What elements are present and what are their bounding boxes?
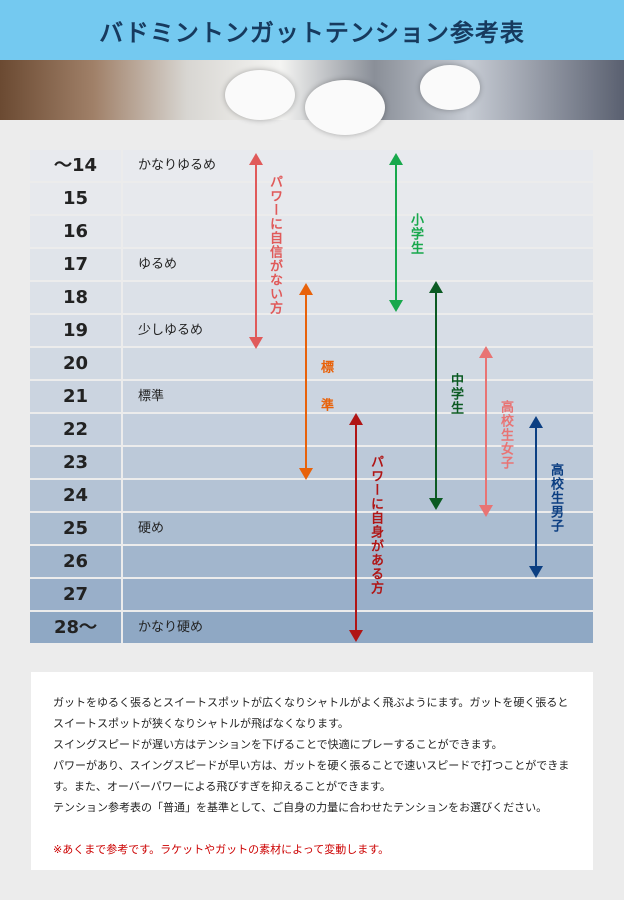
range-arrow-elementary [389, 153, 403, 312]
tension-description [123, 579, 593, 610]
table-row: 28～ かなり硬め [30, 612, 593, 643]
table-row: 19 少しゆるめ [30, 315, 593, 346]
range-arrow-hs-girls [479, 346, 493, 517]
note-paragraph: ガットをゆるく張るとスイートスポットが広くなりシャトルがよく飛ぶようにます。ガッ… [53, 696, 569, 730]
table-row: 27 [30, 579, 593, 610]
tension-description: 硬め [123, 513, 593, 544]
explanation-box: ガットをゆるく張るとスイートスポットが広くなりシャトルがよく飛ぶようにます。ガッ… [31, 672, 593, 870]
range-arrow-standard [299, 283, 313, 480]
tension-value: 18 [30, 282, 121, 313]
range-arrow-hs-boys [529, 416, 543, 578]
tension-value: 27 [30, 579, 121, 610]
note-paragraph: パワーがあり、スイングスピードが早い方は、ガットを硬く張ることで速いスピードで打… [53, 759, 570, 793]
table-row: ～14 かなりゆるめ [30, 150, 593, 181]
table-row: 20 [30, 348, 593, 379]
tension-value: 26 [30, 546, 121, 577]
tension-value: 25 [30, 513, 121, 544]
table-row: 21 標準 [30, 381, 593, 412]
table-row: 26 [30, 546, 593, 577]
tension-description: 標準 [123, 381, 593, 412]
range-label-junior: 中学生 [448, 373, 463, 415]
table-row: 16 [30, 216, 593, 247]
table-row: 17 ゆるめ [30, 249, 593, 280]
tension-value: 28～ [30, 612, 121, 643]
range-label-standard: 標 準 [318, 360, 333, 417]
shuttlecock-banner-image [0, 60, 624, 135]
tension-value: 22 [30, 414, 121, 445]
range-label-strong: パワーに自身がある方 [368, 455, 383, 595]
table-row: 23 [30, 447, 593, 478]
tension-value: 21 [30, 381, 121, 412]
tension-description [123, 282, 593, 313]
range-label-hs-girls: 高校生女子 [498, 400, 513, 470]
tension-value: ～14 [30, 150, 121, 181]
tension-description [123, 348, 593, 379]
range-label-hs-boys: 高校生男子 [548, 463, 563, 533]
tension-description [123, 480, 593, 511]
tension-description [123, 546, 593, 577]
tension-value: 24 [30, 480, 121, 511]
tension-description: かなりゆるめ [123, 150, 593, 181]
tension-description [123, 447, 593, 478]
range-arrow-weak [249, 153, 263, 349]
tension-description [123, 216, 593, 247]
page-title: バドミントンガットテンション参考表 [99, 18, 525, 47]
tension-description: かなり硬め [123, 612, 593, 643]
tension-value: 19 [30, 315, 121, 346]
tension-value: 15 [30, 183, 121, 214]
tension-value: 20 [30, 348, 121, 379]
tension-description [123, 183, 593, 214]
table-row: 24 [30, 480, 593, 511]
tension-value: 23 [30, 447, 121, 478]
table-row: 25 硬め [30, 513, 593, 544]
tension-value: 17 [30, 249, 121, 280]
tension-description: ゆるめ [123, 249, 593, 280]
tension-value: 16 [30, 216, 121, 247]
tension-description: 少しゆるめ [123, 315, 593, 346]
range-label-elementary: 小学生 [408, 213, 423, 255]
range-label-weak: パワーに自信がない方 [267, 175, 282, 315]
note-paragraph: スイングスピードが遅い方はテンションを下げることで快適にプレーすることができます… [53, 738, 503, 751]
range-arrow-strong [349, 413, 363, 642]
disclaimer: ※あくまで参考です。ラケットやガットの素材によって変動します。 [53, 843, 390, 856]
note-paragraph: テンション参考表の「普通」を基準として、ご自身の力量に合わせたテンションをお選び… [53, 801, 548, 814]
table-row: 18 [30, 282, 593, 313]
header: バドミントンガットテンション参考表 [0, 0, 624, 60]
range-arrow-junior [429, 281, 443, 510]
table-row: 15 [30, 183, 593, 214]
